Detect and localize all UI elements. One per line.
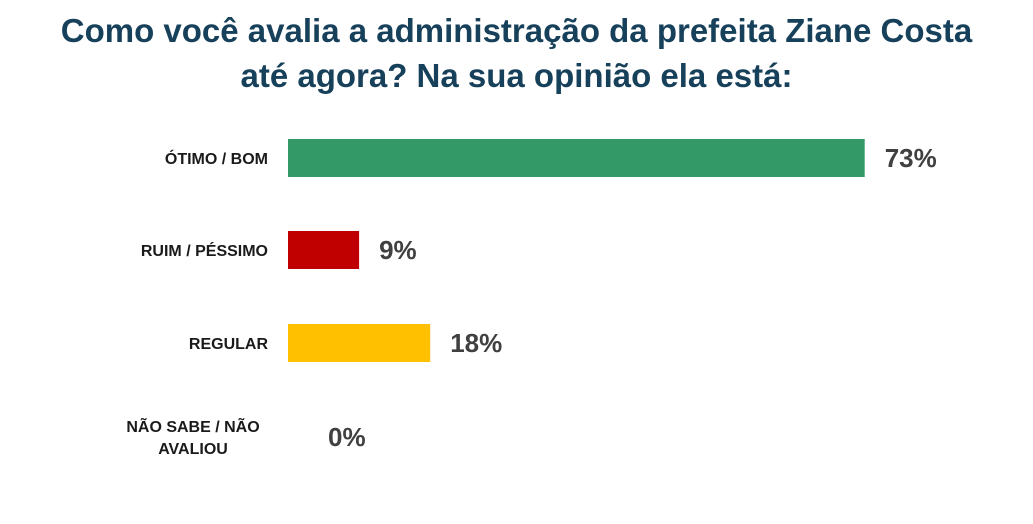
chart-title: Como você avalia a administração da pref… (60, 12, 973, 94)
category-label-1: RUIM / PÉSSIMO (141, 241, 268, 260)
bar-2 (288, 324, 431, 362)
bar-1 (288, 231, 360, 269)
value-label-2: 18% (450, 328, 502, 358)
value-label-1: 9% (379, 235, 417, 265)
bars-group: ÓTIMO / BOM 73% RUIM / PÉSSIMO 9% REGULAR 18%… (126, 139, 937, 458)
category-label-3: NÃO SABE / NÃO AVALIOU (126, 416, 259, 458)
bar-0 (288, 139, 865, 177)
value-label-3: 0% (328, 422, 366, 452)
category-label-2: REGULAR (189, 336, 269, 353)
value-label-0: 73% (885, 143, 937, 173)
category-label-0: ÓTIMO / BOM (165, 149, 268, 168)
